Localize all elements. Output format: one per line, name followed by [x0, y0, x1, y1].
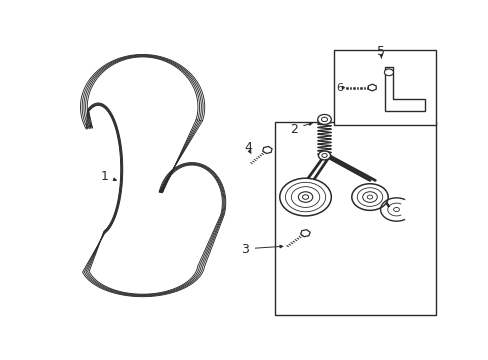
Circle shape — [351, 184, 387, 210]
Circle shape — [321, 153, 326, 157]
Circle shape — [291, 187, 319, 207]
Text: 1: 1 — [101, 170, 108, 183]
Text: 5: 5 — [377, 45, 385, 58]
Polygon shape — [385, 67, 424, 111]
Circle shape — [318, 151, 330, 160]
Circle shape — [298, 192, 312, 202]
Circle shape — [357, 188, 382, 206]
Circle shape — [366, 195, 372, 199]
Circle shape — [302, 195, 308, 199]
Text: 2: 2 — [290, 123, 298, 136]
Text: 6: 6 — [335, 82, 343, 93]
Circle shape — [393, 207, 399, 212]
Circle shape — [317, 114, 331, 125]
Circle shape — [321, 117, 327, 122]
Circle shape — [384, 69, 393, 76]
Text: 3: 3 — [241, 243, 248, 256]
Circle shape — [279, 178, 331, 216]
Polygon shape — [300, 230, 309, 237]
Bar — [275, 122, 435, 315]
Polygon shape — [262, 147, 271, 153]
Bar — [333, 50, 435, 125]
Polygon shape — [367, 84, 375, 91]
Circle shape — [362, 192, 377, 202]
Circle shape — [285, 183, 325, 212]
Text: 4: 4 — [244, 141, 252, 154]
